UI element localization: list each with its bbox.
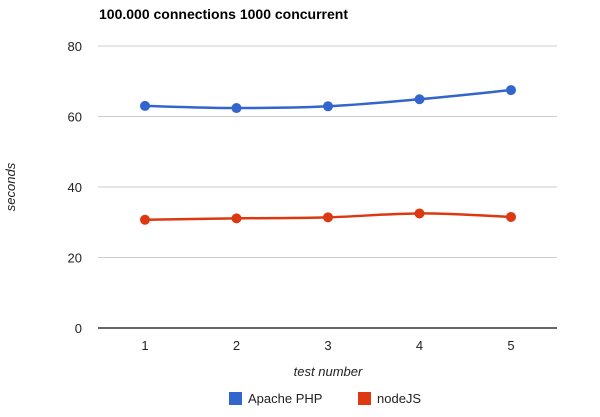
y-axis-label: seconds <box>3 162 18 211</box>
legend-label-apache-php: Apache PHP <box>248 391 322 406</box>
data-point-apache-php-3 <box>323 101 333 112</box>
x-axis-label: test number <box>294 364 363 379</box>
y-tick-label-0: 0 <box>75 321 82 336</box>
data-point-apache-php-2 <box>231 103 242 114</box>
data-point-nodejs-3 <box>323 212 333 223</box>
gridlines <box>98 45 557 329</box>
y-tick-label-20: 20 <box>68 251 82 266</box>
data-point-nodejs-4 <box>414 208 425 219</box>
data-point-nodejs-5 <box>506 211 516 222</box>
data-point-apache-php-5 <box>506 85 516 96</box>
legend: Apache PHP nodeJS <box>229 391 421 406</box>
legend-label-nodejs: nodeJS <box>377 391 421 406</box>
data-point-nodejs-1 <box>140 214 150 225</box>
data-point-apache-php-1 <box>140 100 150 111</box>
data-point-nodejs-2 <box>231 213 242 224</box>
x-tick-label-2: 2 <box>233 338 240 353</box>
x-tick-label-5: 5 <box>507 338 514 353</box>
x-axis-ticks: 1 2 3 4 5 <box>141 338 514 353</box>
series-group <box>140 85 516 225</box>
chart-title: 100.000 connections 1000 concurrent <box>99 6 348 22</box>
y-tick-label-40: 40 <box>68 180 82 195</box>
legend-swatch-apache-php <box>229 392 242 405</box>
y-axis-ticks: 0 20 40 60 80 <box>68 39 82 336</box>
y-tick-label-80: 80 <box>68 39 82 54</box>
x-tick-label-1: 1 <box>141 338 148 353</box>
x-tick-label-3: 3 <box>324 338 331 353</box>
y-tick-label-60: 60 <box>68 110 82 125</box>
data-point-apache-php-4 <box>414 94 425 105</box>
x-tick-label-4: 4 <box>416 338 423 353</box>
legend-swatch-nodejs <box>358 392 371 405</box>
